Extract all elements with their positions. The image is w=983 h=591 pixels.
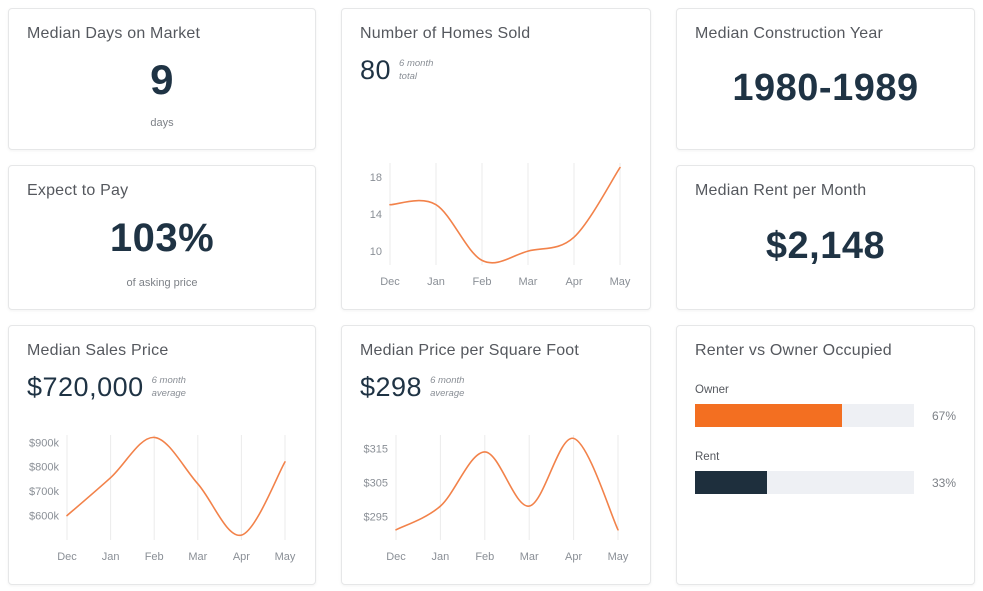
- x-axis-label: Feb: [145, 551, 164, 563]
- homes-sold-line-chart: Dec Jan Feb Mar Apr May 18 14 10: [360, 155, 632, 293]
- card-renter-vs-owner-occupied: Renter vs Owner Occupied Owner 67% Rent …: [676, 325, 975, 585]
- card-number-of-homes-sold: Number of Homes Sold 80 6 month total De…: [341, 8, 651, 310]
- x-axis-label: Mar: [519, 276, 538, 288]
- price-per-sqft-average: $298: [360, 372, 423, 402]
- owner-bar-track: [695, 404, 914, 427]
- card-median-construction-year: Median Construction Year 1980-1989: [676, 8, 975, 150]
- price-per-sqft-note: 6 month average: [430, 375, 465, 399]
- card-median-price-per-square-foot: Median Price per Square Foot $298 6 mont…: [341, 325, 651, 585]
- card-title: Number of Homes Sold: [360, 25, 531, 42]
- rent-bar-label: Rent: [695, 451, 720, 463]
- card-title: Expect to Pay: [27, 182, 129, 199]
- x-axis-label: Dec: [57, 551, 77, 563]
- card-title: Renter vs Owner Occupied: [695, 342, 892, 359]
- homes-sold-note: 6 month total: [399, 58, 434, 82]
- rent-bar-track: [695, 471, 914, 494]
- y-axis-label: $600k: [29, 511, 59, 523]
- x-axis-label: Jan: [427, 276, 445, 288]
- x-axis-label: May: [610, 276, 631, 288]
- y-axis-label: 10: [370, 246, 382, 258]
- x-axis-label: Jan: [432, 551, 450, 563]
- sales-price-line-chart: Dec Jan Feb Mar Apr May $900k $800k $700k $600k: [27, 423, 297, 568]
- card-median-days-on-market: Median Days on Market 9 days: [8, 8, 316, 150]
- days-on-market-value: 9: [150, 56, 174, 103]
- x-axis-label: Feb: [475, 551, 494, 563]
- price-per-sqft-line-chart: Dec Jan Feb Mar Apr May $315 $305 $295: [360, 423, 632, 568]
- rent-bar-percent: 33%: [931, 475, 956, 490]
- card-title: Median Rent per Month: [695, 182, 867, 199]
- x-axis-label: May: [608, 551, 629, 563]
- card-title: Median Days on Market: [27, 25, 201, 42]
- rent-bar-fill: [695, 471, 768, 494]
- rent-per-month-value: $2,148: [765, 225, 886, 267]
- x-axis-label: Mar: [188, 551, 207, 563]
- card-title: Median Price per Square Foot: [360, 342, 580, 359]
- homes-sold-total: 80: [360, 55, 392, 85]
- x-axis-label: Feb: [473, 276, 492, 288]
- y-axis-label: $305: [364, 477, 388, 489]
- owner-bar-fill: [695, 404, 842, 427]
- x-axis-label: May: [275, 551, 296, 563]
- card-title: Median Sales Price: [27, 342, 169, 359]
- card-expect-to-pay: Expect to Pay 103% of asking price: [8, 165, 316, 310]
- card-title: Median Construction Year: [695, 25, 884, 42]
- x-axis-label: Jan: [102, 551, 120, 563]
- x-axis-label: Dec: [380, 276, 400, 288]
- chart-line: [66, 436, 286, 536]
- expect-to-pay-sublabel: of asking price: [126, 277, 198, 289]
- sales-price-note: 6 month average: [151, 375, 186, 399]
- x-axis-label: Apr: [565, 276, 582, 288]
- x-axis-label: Apr: [233, 551, 250, 563]
- owner-bar-percent: 67%: [931, 408, 956, 423]
- owner-bar-label: Owner: [695, 384, 729, 396]
- y-axis-label: 14: [370, 209, 382, 221]
- card-median-sales-price: Median Sales Price $720,000 6 month aver…: [8, 325, 316, 585]
- y-axis-label: $900k: [29, 437, 59, 449]
- x-axis-label: Mar: [520, 551, 539, 563]
- y-axis-label: $800k: [29, 462, 59, 474]
- card-median-rent-per-month: Median Rent per Month $2,148: [676, 165, 975, 310]
- y-axis-label: $700k: [29, 486, 59, 498]
- x-axis-label: Apr: [565, 551, 582, 563]
- y-axis-label: $315: [364, 444, 388, 456]
- owner-bar-group: Owner 67%: [695, 384, 956, 427]
- y-axis-label: 18: [370, 172, 382, 184]
- chart-line: [395, 437, 619, 531]
- chart-line: [389, 166, 621, 264]
- sales-price-average: $720,000: [27, 372, 144, 402]
- days-on-market-sublabel: days: [150, 117, 174, 129]
- rent-bar-group: Rent 33%: [695, 451, 956, 494]
- x-axis-label: Dec: [386, 551, 406, 563]
- y-axis-label: $295: [364, 511, 388, 523]
- expect-to-pay-value: 103%: [109, 216, 215, 260]
- construction-year-value: 1980-1989: [732, 66, 919, 109]
